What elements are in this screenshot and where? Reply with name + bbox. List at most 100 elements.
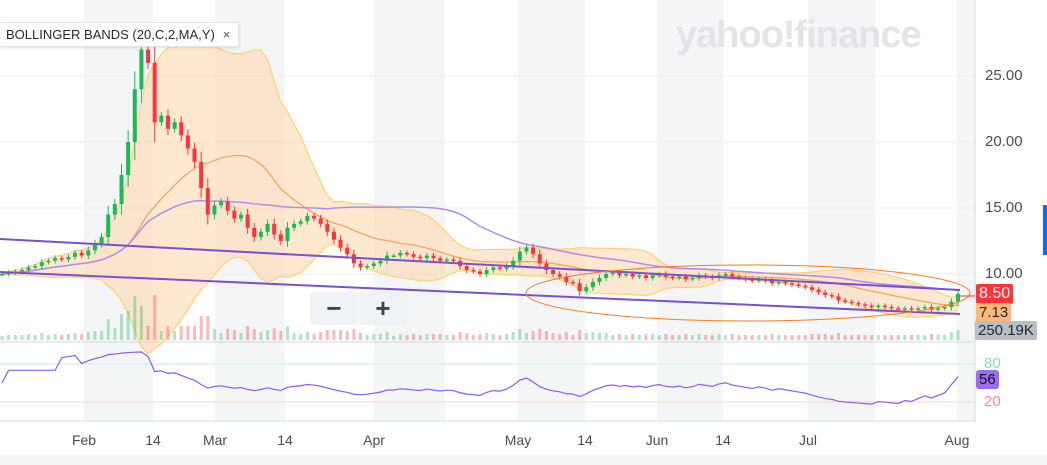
volume-bar [146,326,150,340]
candle-body [192,148,197,162]
volume-bar [591,332,595,340]
volume-bar [292,333,296,340]
candle-body [922,307,927,309]
volume-bar [770,334,774,340]
close-icon[interactable]: × [222,27,231,42]
volume-bar [425,334,429,340]
volume-bar [617,334,621,340]
volume-bar [896,335,900,340]
volume-bar [637,335,641,340]
side-handle[interactable] [1043,205,1047,255]
volume-bar [405,335,409,340]
volume-bar [60,335,64,340]
volume-bar [471,335,475,340]
candle-body [351,254,356,264]
zoom-out-button[interactable]: − [326,293,342,323]
candle-body [219,201,224,206]
volume-bar [33,335,37,340]
volume-bar [797,335,801,340]
candle-body [690,277,695,280]
candle-body [132,89,137,142]
bollinger-middle [1,154,959,306]
volume-bar [524,333,528,340]
month-stripe [808,0,875,420]
indicator-legend[interactable]: BOLLINGER BANDS (20,C,2,MA,Y) × [0,22,240,47]
candle-body [517,251,522,261]
candle-body [298,221,303,224]
volume-bar [485,333,489,340]
volume-bar [378,334,382,340]
candle-body [79,252,84,256]
candle-body [597,277,602,282]
candle-body [776,281,781,284]
candle-body [146,49,151,63]
volume-bar [684,334,688,340]
candle-body [570,281,575,284]
volume-bar [750,335,754,340]
candle-body [577,283,582,292]
candle-body [843,300,848,302]
candle-body [624,274,629,276]
volume-bar [763,335,767,340]
candle-body [245,214,250,228]
volume-bar [644,334,648,340]
candle-body [46,260,51,263]
candle-body [604,274,609,278]
volume-bar [843,335,847,340]
candle-body [19,270,24,272]
candle-body [956,293,960,302]
candle-body [537,254,542,264]
month-stripe [957,0,975,420]
candle-body [643,275,648,278]
candle-body [152,62,157,123]
volume-bar [724,335,728,340]
candle-body [730,274,735,277]
volume-bar [186,326,190,340]
volume-bar [631,334,635,340]
volume-bar [179,326,183,340]
candle-body [92,243,97,251]
candle-body [106,214,111,238]
date-tick: 14 [145,432,161,448]
volume-bar [279,331,283,340]
volume-bar [923,335,927,340]
volume-bar [584,333,588,340]
volume-bar [53,334,57,340]
zoom-in-button[interactable]: + [358,292,407,325]
candle-body [444,259,449,261]
volume-bar [564,332,568,340]
candle-body [856,303,861,305]
long-moving-average [1,199,959,291]
candle-body [590,281,595,288]
volume-bar [671,335,675,340]
candle-body [896,308,901,310]
candle-body [564,276,569,282]
volume-bar [352,329,356,340]
volume-bar [910,335,914,340]
volume-bar [385,332,389,340]
rsi-line [1,351,959,405]
volume-bar [80,334,84,340]
volume-bar [870,335,874,340]
candle-body [345,247,350,255]
volume-bar [319,332,323,340]
candle-body [617,272,622,276]
candle-body [418,256,423,259]
candle-body [365,266,370,268]
rsi-tick-20: 20 [984,393,1001,410]
candle-body [338,239,343,248]
volume-bar [651,334,655,340]
date-tick: Aug [944,432,970,448]
volume-bar [226,329,230,340]
candle-body [557,274,562,277]
volume-bar [339,330,343,340]
candle-body [199,161,204,189]
candle-body [491,267,496,271]
candle-body [112,204,117,215]
volume-bar [359,333,362,340]
volume-bar [697,334,701,340]
candle-body [836,296,841,301]
candle-body [790,283,795,285]
candle-body [53,258,58,261]
